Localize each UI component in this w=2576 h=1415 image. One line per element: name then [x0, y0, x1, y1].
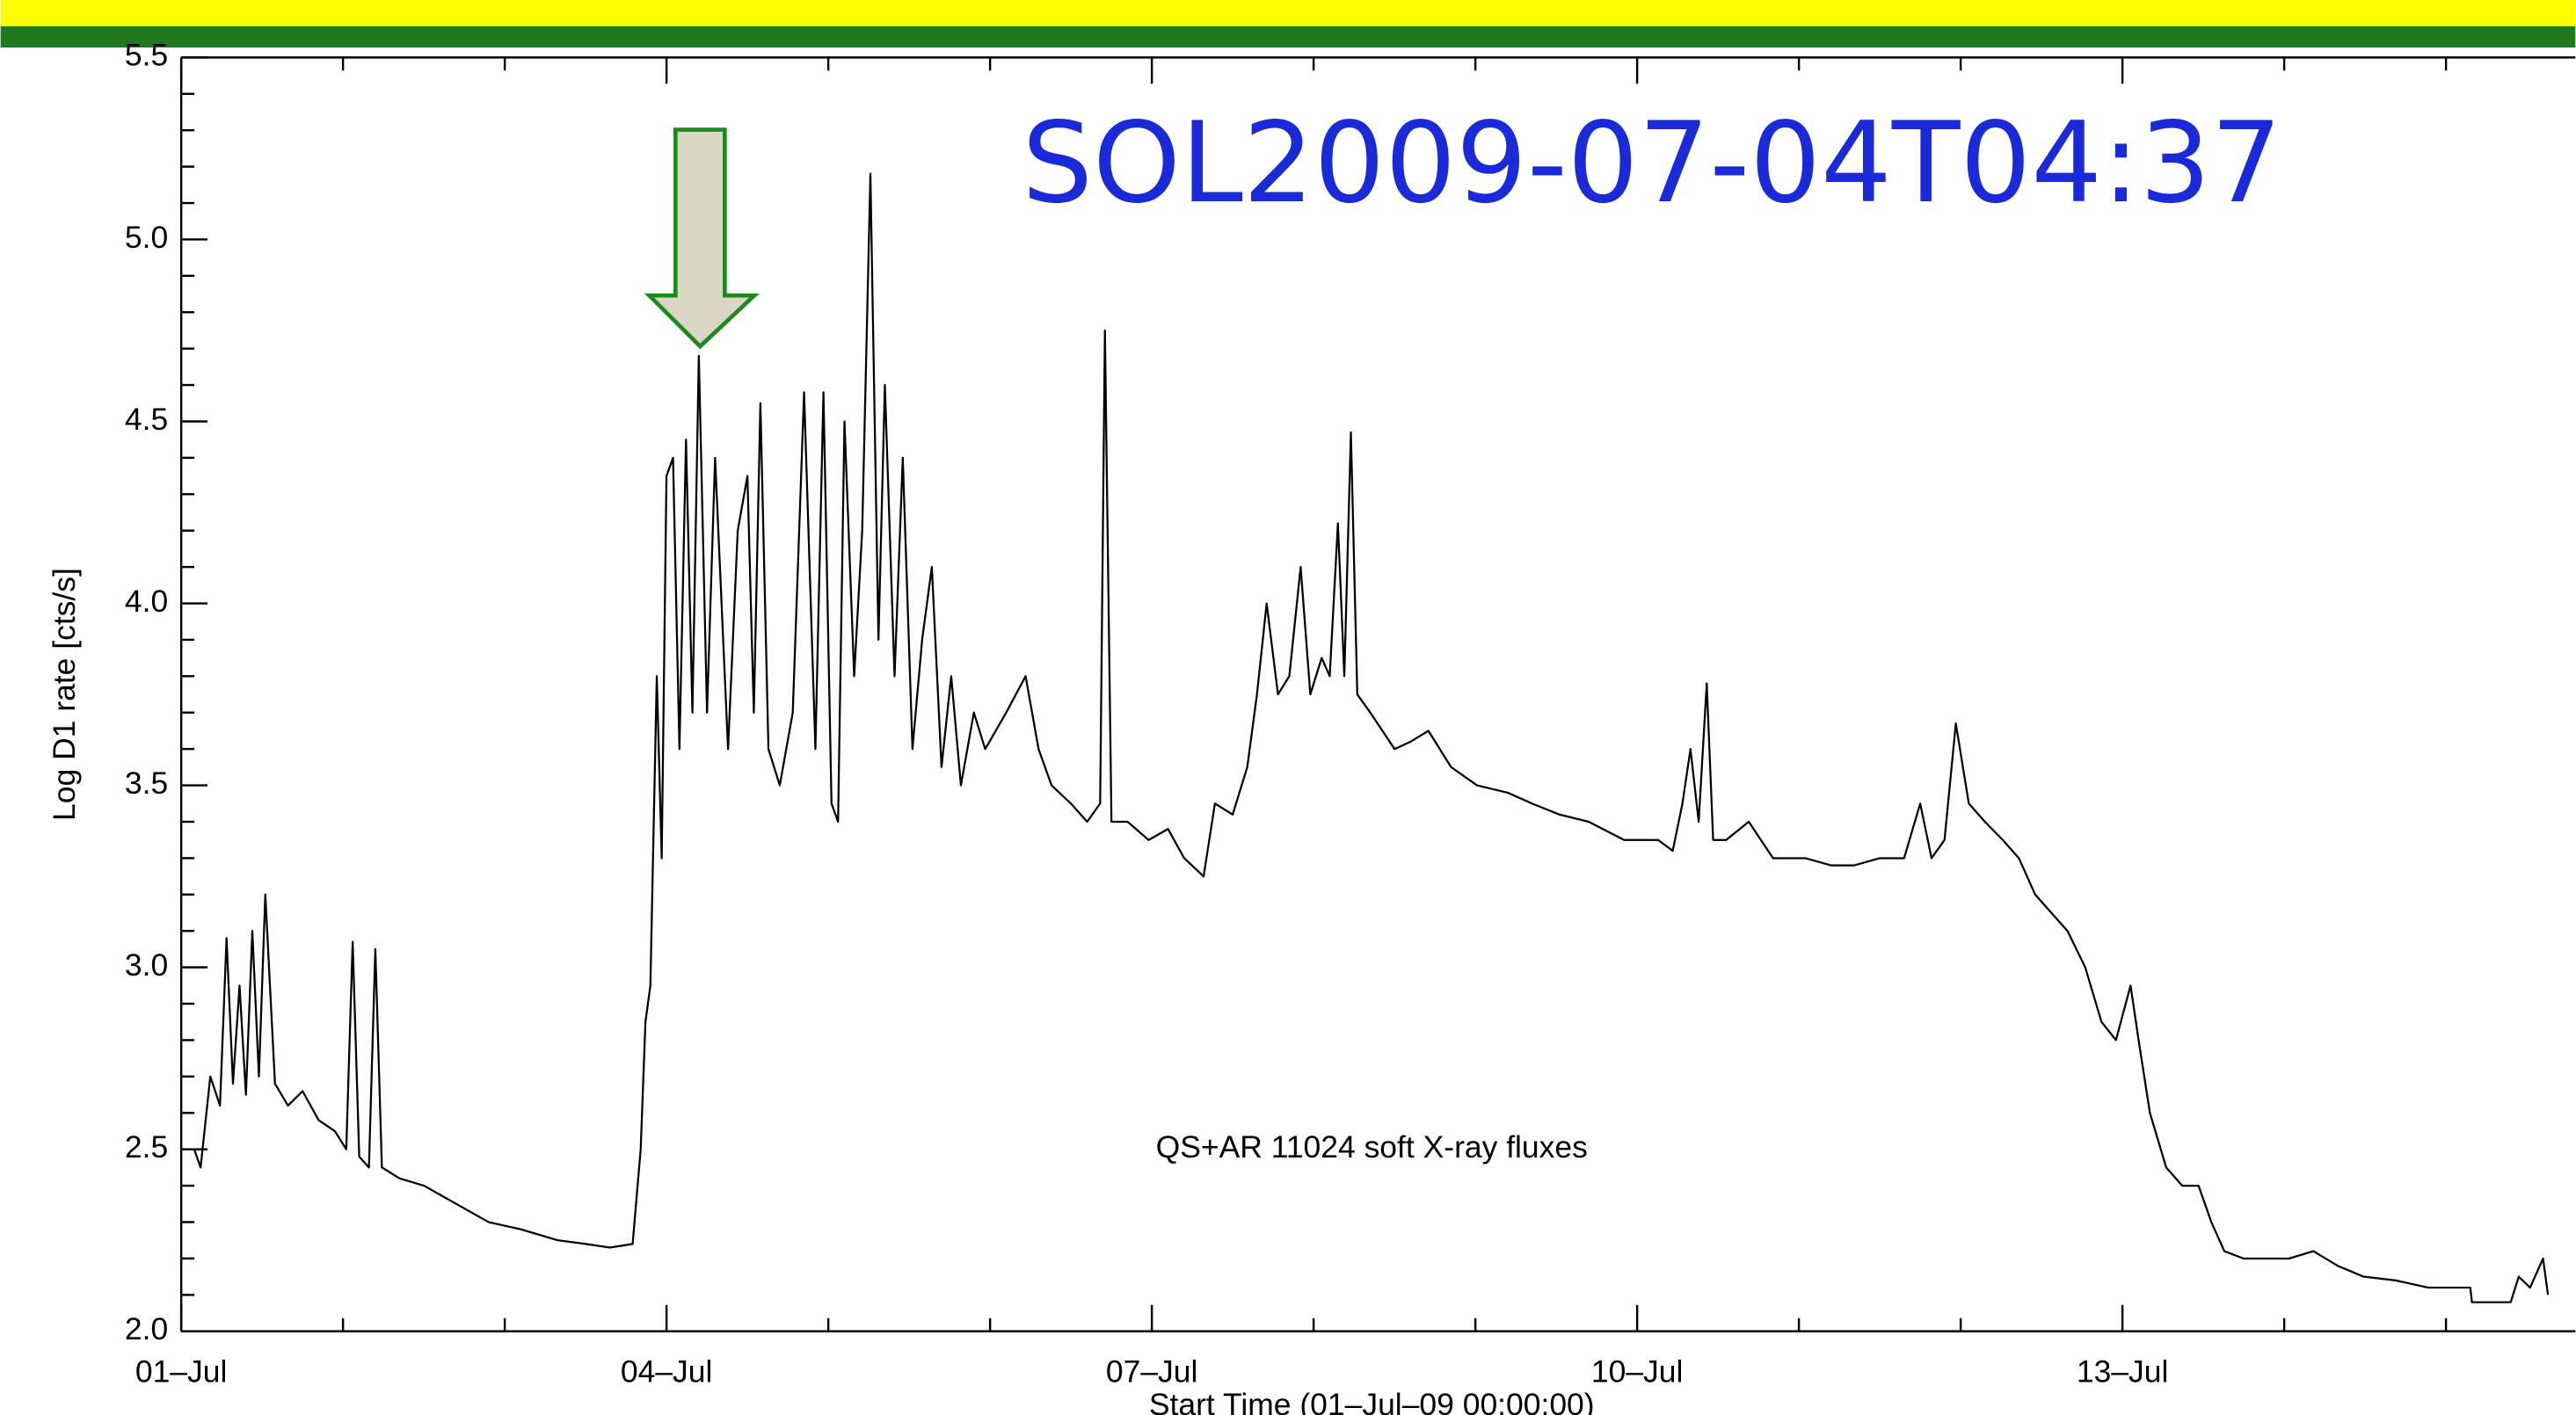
data-line — [193, 172, 2550, 1303]
y-axis-label: Log D1 rate [cts/s] — [47, 568, 82, 821]
y-tick-label: 2.5 — [125, 1129, 168, 1165]
y-tick-label: 3.5 — [125, 766, 168, 801]
event-label: SOL2009-07-04T04:37 — [1022, 98, 2281, 228]
x-tick-label: 01–Jul — [135, 1354, 228, 1390]
x-tick-label: 04–Jul — [621, 1354, 713, 1390]
x-tick-label: 13–Jul — [2077, 1354, 2169, 1390]
x-tick-label: 07–Jul — [1106, 1354, 1198, 1390]
plot-note: QS+AR 11024 soft X-ray fluxes — [1156, 1129, 1588, 1165]
arrow — [644, 127, 760, 350]
y-tick-label: 3.0 — [125, 947, 168, 983]
banner-stripe — [0, 25, 2576, 48]
x-axis-label: Start Time (01–Jul–09 00:00:00) — [1149, 1387, 1595, 1415]
banner-gap — [0, 47, 2576, 51]
y-tick-label: 2.0 — [125, 1311, 168, 1346]
x-tick-label: 10–Jul — [1591, 1354, 1684, 1390]
y-tick-label: 5.0 — [125, 220, 168, 255]
y-tick-label: 4.5 — [125, 402, 168, 437]
banner — [0, 0, 2576, 26]
y-tick-label: 5.5 — [125, 38, 168, 73]
y-tick-label: 4.0 — [125, 584, 168, 619]
